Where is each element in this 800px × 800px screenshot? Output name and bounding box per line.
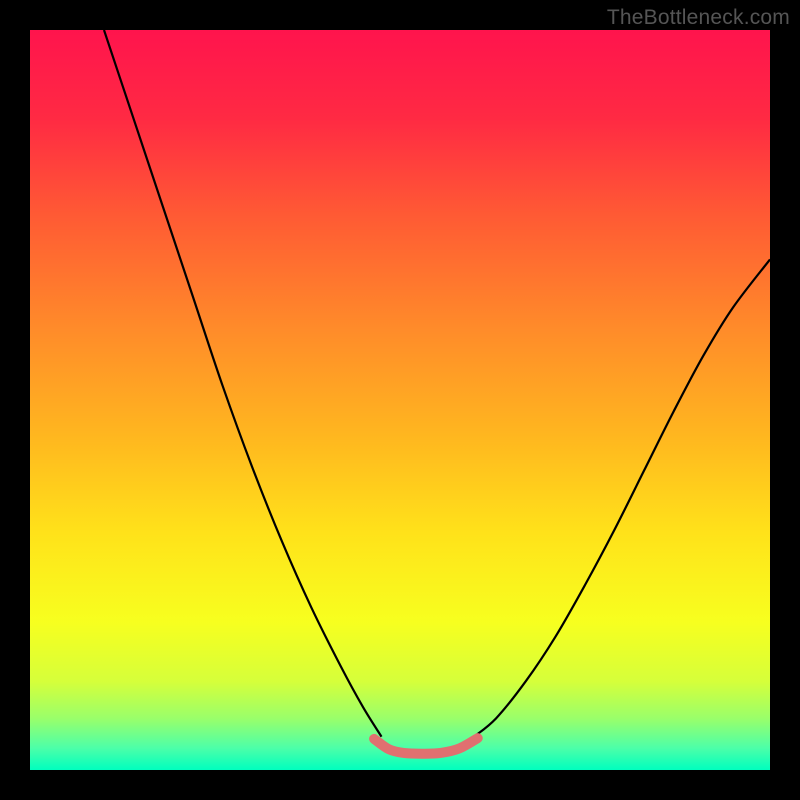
- chart-root: TheBottleneck.com: [0, 0, 800, 800]
- bottleneck-curve-chart: [0, 0, 800, 800]
